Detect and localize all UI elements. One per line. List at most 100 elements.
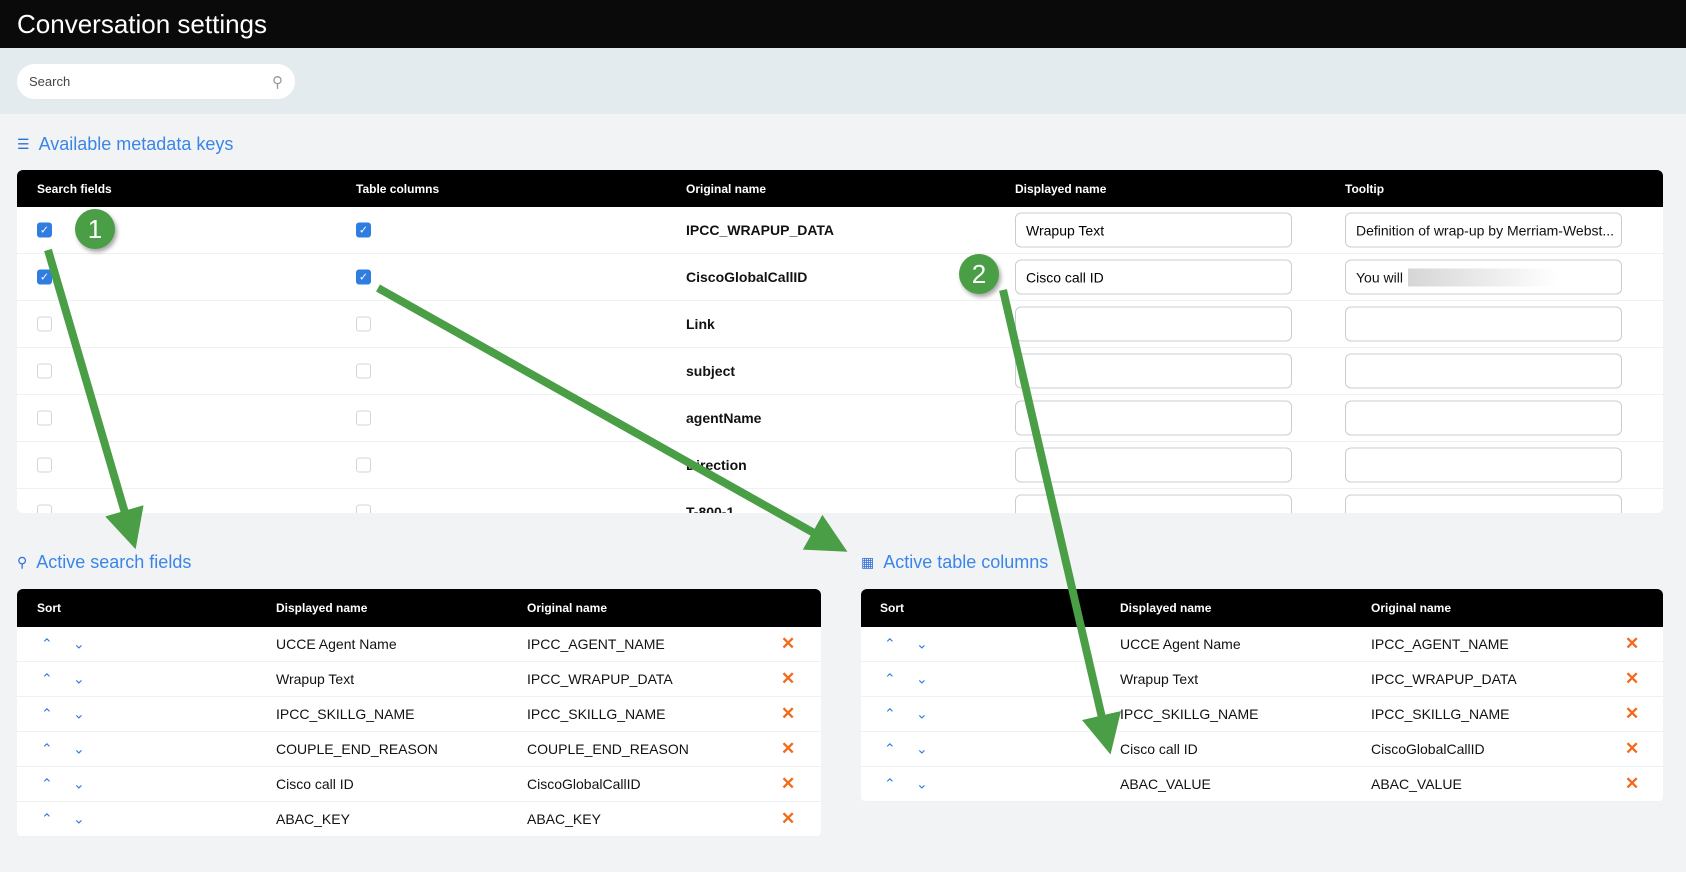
- tooltip-text: Definition of wrap-up by Merriam-Webst..…: [1356, 222, 1615, 238]
- search-field-checkbox[interactable]: [37, 457, 52, 473]
- sort-down-icon[interactable]: ⌄: [73, 775, 85, 792]
- sort-down-icon[interactable]: ⌄: [916, 740, 928, 757]
- displayed-name: ABAC_KEY: [276, 811, 350, 827]
- search-field-checkbox[interactable]: [37, 363, 52, 379]
- displayed-name-input[interactable]: [1015, 306, 1292, 342]
- sort-down-icon[interactable]: ⌄: [916, 775, 928, 792]
- original-name: Direction: [686, 457, 747, 473]
- sort-down-icon[interactable]: ⌄: [916, 635, 928, 652]
- sort-up-icon[interactable]: ⌃: [884, 740, 896, 757]
- column-header: Displayed name: [276, 601, 368, 615]
- metadata-table: Search fields Table columns Original name D…: [17, 170, 1663, 513]
- original-name: IPCC_WRAPUP_DATA: [1371, 671, 1517, 687]
- tooltip-input[interactable]: [1345, 353, 1622, 389]
- remove-icon[interactable]: ✕: [1625, 669, 1640, 688]
- remove-icon[interactable]: ✕: [1625, 774, 1640, 793]
- remove-icon[interactable]: ✕: [1625, 634, 1640, 653]
- displayed-name-input[interactable]: [1015, 447, 1292, 483]
- sort-up-icon[interactable]: ⌃: [41, 740, 53, 757]
- sort-down-icon[interactable]: ⌄: [73, 705, 85, 722]
- list-icon: ☰: [17, 136, 30, 152]
- search-field-checkbox[interactable]: ✓: [37, 269, 52, 285]
- tooltip-input[interactable]: [1345, 447, 1622, 483]
- tooltip-input[interactable]: [1345, 494, 1622, 513]
- table-row: ⌃ ⌄ ABAC_KEY ABAC_KEY ✕: [17, 802, 821, 837]
- table-add-icon: ▦: [861, 554, 875, 570]
- search-field-checkbox[interactable]: [37, 316, 52, 332]
- sort-up-icon[interactable]: ⌃: [41, 775, 53, 792]
- remove-icon[interactable]: ✕: [781, 739, 796, 758]
- table-header: Search fields Table columns Original name D…: [17, 170, 1663, 207]
- search-field-checkbox[interactable]: [37, 504, 52, 513]
- original-name: IPCC_WRAPUP_DATA: [686, 222, 835, 238]
- remove-icon[interactable]: ✕: [781, 634, 796, 653]
- sort-down-icon[interactable]: ⌄: [916, 670, 928, 687]
- tooltip-input[interactable]: [1345, 400, 1622, 436]
- table-row: agentName: [17, 395, 1663, 442]
- displayed-name-input[interactable]: [1015, 400, 1292, 436]
- table-column-checkbox[interactable]: [356, 504, 371, 513]
- search-field-checkbox[interactable]: ✓: [37, 222, 52, 238]
- displayed-name: Wrapup Text: [1120, 671, 1199, 687]
- tooltip-text: You will: [1356, 269, 1403, 285]
- table-header: Sort Displayed name Original name: [17, 589, 821, 627]
- original-name: subject: [686, 363, 736, 379]
- search-field-checkbox[interactable]: [37, 410, 52, 426]
- sort-down-icon[interactable]: ⌄: [73, 810, 85, 827]
- remove-icon[interactable]: ✕: [1625, 739, 1640, 758]
- column-header: Displayed name: [1120, 601, 1212, 615]
- sort-up-icon[interactable]: ⌃: [884, 670, 896, 687]
- table-column-checkbox[interactable]: [356, 316, 371, 332]
- remove-icon[interactable]: ✕: [781, 669, 796, 688]
- sort-up-icon[interactable]: ⌃: [884, 775, 896, 792]
- remove-icon[interactable]: ✕: [781, 809, 796, 828]
- sort-up-icon[interactable]: ⌃: [884, 635, 896, 652]
- table-column-checkbox[interactable]: ✓: [356, 269, 371, 285]
- search-input[interactable]: [29, 74, 272, 89]
- search-bar: ⚲: [0, 48, 1686, 114]
- displayed-name: Cisco call ID: [1120, 741, 1198, 757]
- sort-down-icon[interactable]: ⌄: [73, 670, 85, 687]
- displayed-name-input[interactable]: [1015, 259, 1292, 295]
- table-row: ⌃ ⌄ Cisco call ID CiscoGlobalCallID ✕: [17, 767, 821, 802]
- remove-icon[interactable]: ✕: [781, 774, 796, 793]
- available-metadata-title: ☰ Available metadata keys: [17, 134, 233, 155]
- table-column-checkbox[interactable]: [356, 363, 371, 379]
- sort-down-icon[interactable]: ⌄: [73, 635, 85, 652]
- search-box[interactable]: ⚲: [17, 64, 295, 99]
- original-name: IPCC_SKILLG_NAME: [1371, 706, 1510, 722]
- displayed-name: UCCE Agent Name: [1120, 636, 1241, 652]
- column-header: Original name: [686, 181, 767, 196]
- redacted-text: [1408, 268, 1558, 287]
- table-row: ✓ ✓ CiscoGlobalCallID You will: [17, 254, 1663, 301]
- search-icon[interactable]: ⚲: [272, 73, 283, 91]
- table-header: Sort Displayed name Original name: [861, 589, 1663, 627]
- tooltip-input[interactable]: [1345, 306, 1622, 342]
- remove-icon[interactable]: ✕: [1625, 704, 1640, 723]
- table-row: Link: [17, 301, 1663, 348]
- displayed-name: Cisco call ID: [276, 776, 354, 792]
- sort-up-icon[interactable]: ⌃: [41, 810, 53, 827]
- table-column-checkbox[interactable]: ✓: [356, 222, 371, 238]
- sort-up-icon[interactable]: ⌃: [884, 705, 896, 722]
- remove-icon[interactable]: ✕: [781, 704, 796, 723]
- sort-up-icon[interactable]: ⌃: [41, 670, 53, 687]
- table-column-checkbox[interactable]: [356, 410, 371, 426]
- sort-down-icon[interactable]: ⌄: [73, 740, 85, 757]
- column-header: Displayed name: [1015, 181, 1107, 196]
- table-row: ✓ ✓ IPCC_WRAPUP_DATA Definition of wrap-up …: [17, 207, 1663, 254]
- table-column-checkbox[interactable]: [356, 457, 371, 473]
- table-row: ⌃ ⌄ IPCC_SKILLG_NAME IPCC_SKILLG_NAME ✕: [17, 697, 821, 732]
- sort-up-icon[interactable]: ⌃: [41, 705, 53, 722]
- sort-up-icon[interactable]: ⌃: [41, 635, 53, 652]
- table-row: ⌃ ⌄ Wrapup Text IPCC_WRAPUP_DATA ✕: [17, 662, 821, 697]
- displayed-name-input[interactable]: [1015, 353, 1292, 389]
- displayed-name-input[interactable]: [1015, 212, 1292, 248]
- table-row: ⌃ ⌄ IPCC_SKILLG_NAME IPCC_SKILLG_NAME ✕: [861, 697, 1663, 732]
- original-name: IPCC_WRAPUP_DATA: [527, 671, 673, 687]
- tooltip-input[interactable]: You will: [1345, 259, 1622, 295]
- sort-down-icon[interactable]: ⌄: [916, 705, 928, 722]
- table-row: ⌃ ⌄ UCCE Agent Name IPCC_AGENT_NAME ✕: [17, 627, 821, 662]
- tooltip-input[interactable]: Definition of wrap-up by Merriam-Webst..…: [1345, 212, 1622, 248]
- displayed-name-input[interactable]: [1015, 494, 1292, 513]
